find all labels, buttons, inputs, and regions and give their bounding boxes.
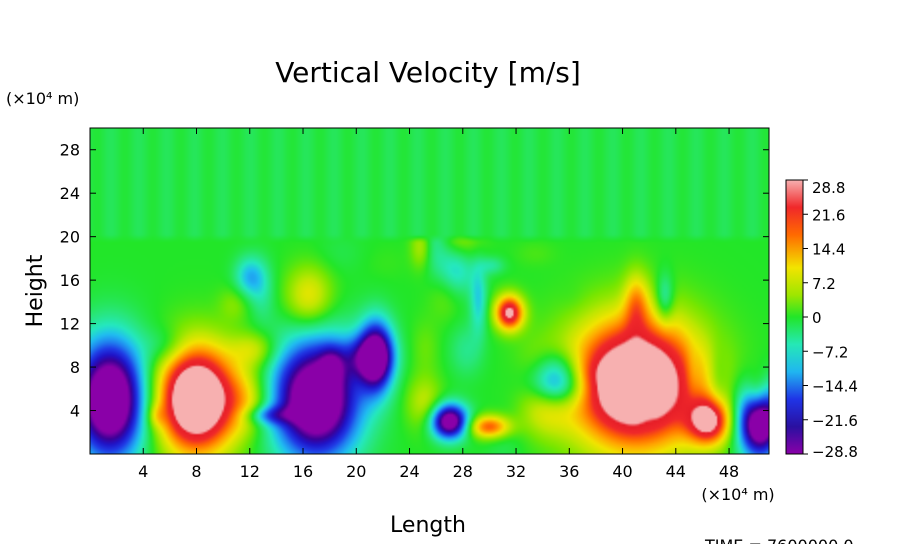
x-tick-label: 16 bbox=[293, 462, 313, 481]
colorbar: 28.8 21.6 14.4 7.2 0 −7.2 −14.4 −21.6 −28.8 bbox=[785, 179, 858, 461]
colorbar-tick-label: 7.2 bbox=[812, 275, 836, 293]
chart-title: Vertical Velocity [m/s] bbox=[275, 56, 581, 89]
x-tick-label: 32 bbox=[506, 462, 526, 481]
colorbar-tick-label: −7.2 bbox=[812, 343, 848, 361]
heatmap-image bbox=[90, 128, 769, 454]
x-tick-label: 8 bbox=[191, 462, 201, 481]
x-tick-label: 28 bbox=[453, 462, 473, 481]
x-axis-label: Length bbox=[390, 513, 466, 538]
y-tick-label: 4 bbox=[70, 402, 80, 421]
colorbar-gradient bbox=[785, 179, 804, 455]
colorbar-tick-label: −28.8 bbox=[812, 443, 858, 461]
colorbar-tick-label: −14.4 bbox=[812, 378, 858, 396]
x-tick-label: 24 bbox=[399, 462, 419, 481]
colorbar-tick-label: −21.6 bbox=[812, 412, 858, 430]
y-tick-label: 8 bbox=[70, 358, 80, 377]
colorbar-tick-label: 28.8 bbox=[812, 179, 845, 197]
y-tick-label: 20 bbox=[60, 228, 80, 247]
y-axis-label: Height bbox=[23, 254, 48, 327]
x-tick-label: 4 bbox=[138, 462, 148, 481]
plot-frame bbox=[89, 127, 770, 455]
x-ticks: 4 8 12 16 20 24 28 32 36 40 44 48 bbox=[138, 128, 739, 481]
colorbar-ticks: 28.8 21.6 14.4 7.2 0 −7.2 −14.4 −21.6 −28.8 bbox=[803, 179, 858, 461]
time-label: TIME = 7600000.0 bbox=[704, 536, 854, 544]
colorbar-tick-label: 0 bbox=[812, 309, 822, 327]
y-tick-label: 12 bbox=[60, 315, 80, 334]
x-tick-label: 20 bbox=[346, 462, 366, 481]
y-tick-label: 16 bbox=[60, 271, 80, 290]
x-unit-label: (×10⁴ m) bbox=[701, 485, 774, 504]
y-tick-label: 24 bbox=[60, 184, 80, 203]
x-tick-label: 44 bbox=[666, 462, 686, 481]
x-tick-label: 36 bbox=[559, 462, 579, 481]
y-ticks: 4 8 12 16 20 24 28 bbox=[60, 141, 769, 421]
x-tick-label: 48 bbox=[719, 462, 739, 481]
y-unit-label: (×10⁴ m) bbox=[6, 89, 79, 108]
y-tick-label: 28 bbox=[60, 141, 80, 160]
colorbar-tick-label: 21.6 bbox=[812, 206, 845, 224]
x-tick-label: 40 bbox=[612, 462, 632, 481]
x-tick-label: 12 bbox=[240, 462, 260, 481]
colorbar-tick-label: 14.4 bbox=[812, 241, 845, 259]
